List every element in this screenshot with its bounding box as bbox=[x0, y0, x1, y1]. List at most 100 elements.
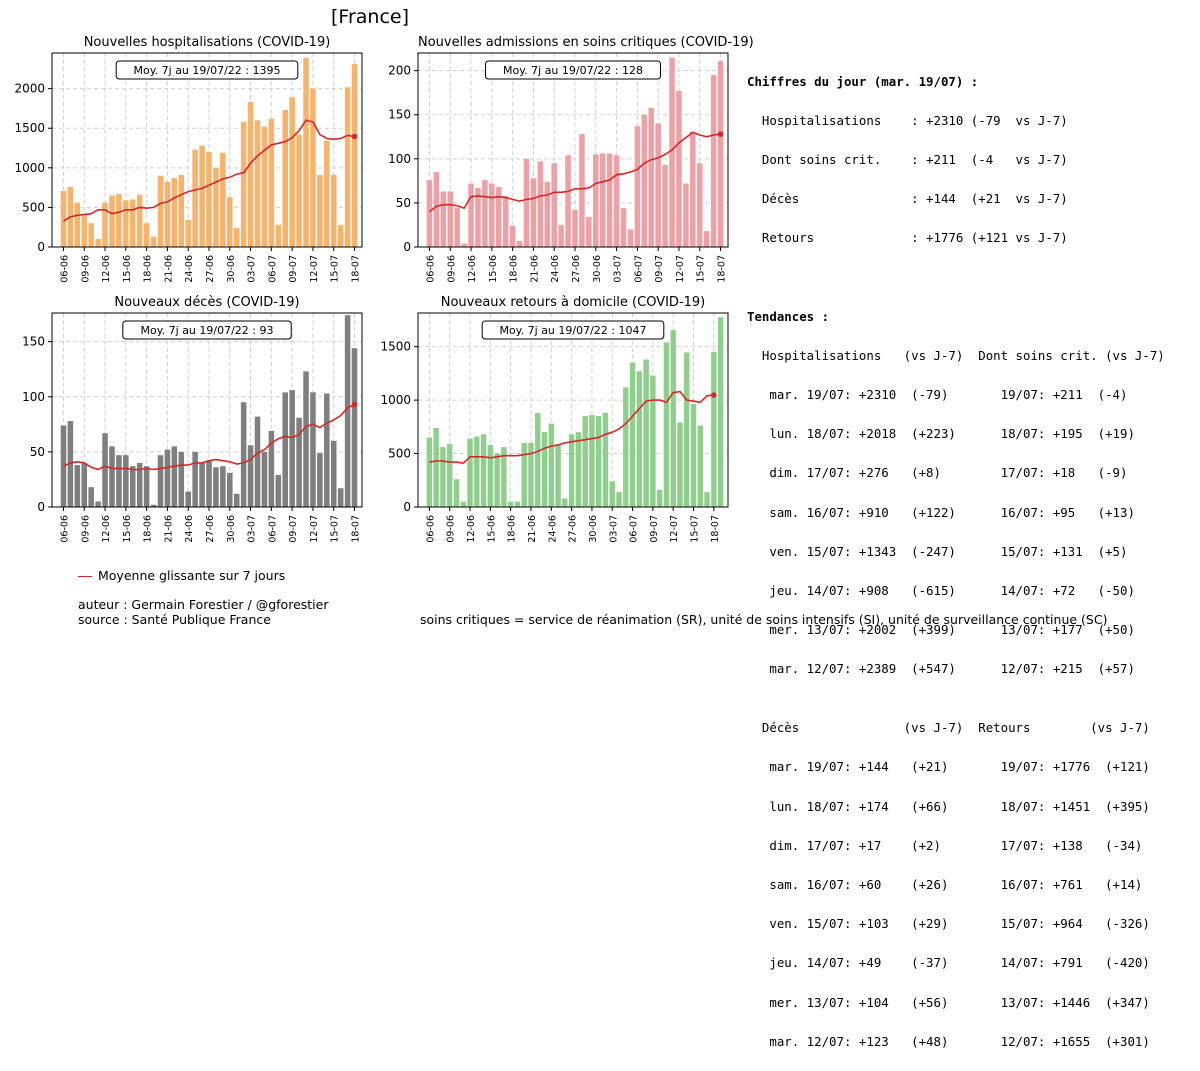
bar bbox=[468, 183, 474, 247]
bar bbox=[453, 479, 460, 507]
y-tick-label: 500 bbox=[22, 200, 45, 214]
x-tick-label: 09-07 bbox=[654, 255, 665, 283]
bar bbox=[655, 123, 661, 247]
bar bbox=[656, 489, 663, 507]
x-tick-label: 15-07 bbox=[690, 515, 701, 543]
y-tick-label: 200 bbox=[388, 64, 411, 78]
bar bbox=[74, 202, 81, 247]
axes-frame bbox=[51, 312, 363, 508]
panel-title-hospitalisations: Nouvelles hospitalisations (COVID-19) bbox=[83, 35, 331, 50]
bar bbox=[150, 504, 157, 507]
y-tick-label: 0 bbox=[403, 500, 411, 514]
bar bbox=[178, 174, 185, 247]
x-tick-label: 30-06 bbox=[226, 515, 237, 543]
legend-label: Moyenne glissante sur 7 jours bbox=[98, 568, 286, 583]
bar bbox=[303, 57, 309, 248]
bar bbox=[454, 207, 460, 247]
bar bbox=[136, 462, 143, 507]
trend-line: dim. 17/07: +17 (+2) 17/07: +138 (-34) bbox=[747, 837, 1143, 853]
bar bbox=[102, 433, 108, 507]
bar bbox=[641, 114, 648, 248]
bar bbox=[157, 455, 164, 507]
annotation-label: Moy. 7j au 19/07/22 : 1395 bbox=[133, 64, 280, 77]
x-tick-label: 27-06 bbox=[205, 255, 216, 283]
y-tick-label: 2000 bbox=[14, 82, 45, 96]
legend: Moyenne glissante sur 7 jours bbox=[78, 568, 285, 583]
y-tick-label: 50 bbox=[396, 196, 411, 210]
bar bbox=[509, 225, 516, 247]
bar bbox=[95, 501, 101, 507]
bar bbox=[317, 175, 323, 247]
bar bbox=[501, 447, 507, 507]
bar bbox=[599, 153, 606, 247]
x-tick-label: 30-06 bbox=[592, 255, 603, 283]
x-tick-label: 06-07 bbox=[633, 255, 644, 283]
bar bbox=[582, 416, 588, 507]
bar bbox=[116, 455, 122, 507]
bar bbox=[324, 393, 330, 507]
x-tick-label: 18-06 bbox=[509, 255, 520, 283]
x-tick-label: 12-06 bbox=[101, 515, 112, 543]
bar bbox=[494, 453, 500, 507]
moving-average-end-point bbox=[351, 401, 358, 408]
bar bbox=[310, 88, 316, 247]
bar bbox=[199, 145, 205, 247]
trend-line: jeu. 14/07: +49 (-37) 14/07: +791 (-420) bbox=[747, 955, 1150, 971]
bar bbox=[351, 64, 358, 247]
x-tick-label: 21-06 bbox=[163, 515, 174, 543]
bar bbox=[344, 315, 351, 507]
bar bbox=[568, 434, 575, 507]
bar bbox=[690, 131, 696, 247]
bar bbox=[565, 155, 571, 247]
bar bbox=[528, 442, 534, 507]
bar bbox=[558, 224, 564, 247]
bar bbox=[544, 181, 551, 247]
bar bbox=[562, 498, 568, 507]
bar bbox=[555, 443, 561, 507]
trend-line: mar. 19/07: +144 (+21) 19/07: +1776 (+12… bbox=[747, 759, 1150, 775]
x-tick-label: 12-07 bbox=[675, 255, 686, 283]
annotation-label: Moy. 7j au 19/07/22 : 128 bbox=[503, 64, 643, 77]
bar bbox=[213, 167, 219, 247]
x-tick-label: 12-07 bbox=[309, 515, 320, 543]
x-tick-label: 09-07 bbox=[288, 515, 299, 543]
stats-panel: Chiffres du jour (mar. 19/07) : Hospital… bbox=[747, 52, 1165, 1071]
bar bbox=[240, 402, 247, 507]
x-tick-label: 30-06 bbox=[226, 255, 237, 283]
bar bbox=[696, 163, 703, 247]
bar bbox=[620, 208, 627, 247]
chart-hospitalisations: 0 500 1000 1500 2000 06-06 09-06 12-06 15-06 18-0… bbox=[14, 52, 363, 283]
bar bbox=[616, 492, 622, 507]
x-tick-label: 12-07 bbox=[309, 255, 320, 283]
trend-line: ven. 15/07: +1343 (-247) 15/07: +131 (+5… bbox=[747, 543, 1128, 559]
x-tick-label: 12-06 bbox=[466, 515, 477, 543]
bar bbox=[171, 446, 178, 507]
stats-trend-header: Tendances : bbox=[747, 308, 830, 324]
bar bbox=[247, 102, 254, 248]
x-tick-label: 27-06 bbox=[568, 515, 579, 543]
bar bbox=[514, 501, 521, 507]
y-tick-label: 150 bbox=[22, 335, 45, 349]
bar bbox=[254, 120, 261, 247]
x-tick-label: 15-06 bbox=[486, 515, 497, 543]
bar bbox=[662, 164, 668, 247]
chart-soins-critiques: 0 50 100 150 200 06-06 09-06 12-06 15-06 18-06 21-… bbox=[388, 52, 729, 283]
bar bbox=[344, 87, 351, 248]
bar bbox=[690, 403, 697, 507]
bar bbox=[523, 158, 530, 247]
x-tick-label: 09-06 bbox=[80, 515, 91, 543]
bar bbox=[593, 154, 599, 247]
bar bbox=[433, 172, 440, 247]
bar bbox=[433, 427, 439, 507]
bar bbox=[467, 438, 473, 507]
bar bbox=[351, 348, 358, 507]
x-tick-label: 24-06 bbox=[550, 255, 561, 283]
annotation-box bbox=[481, 320, 665, 340]
bar bbox=[268, 430, 275, 507]
bar bbox=[535, 412, 541, 507]
y-tick-label: 0 bbox=[37, 500, 45, 514]
y-tick-label: 0 bbox=[403, 240, 411, 254]
bar bbox=[123, 455, 129, 507]
bar bbox=[521, 442, 527, 507]
x-tick-label: 09-07 bbox=[288, 255, 299, 283]
